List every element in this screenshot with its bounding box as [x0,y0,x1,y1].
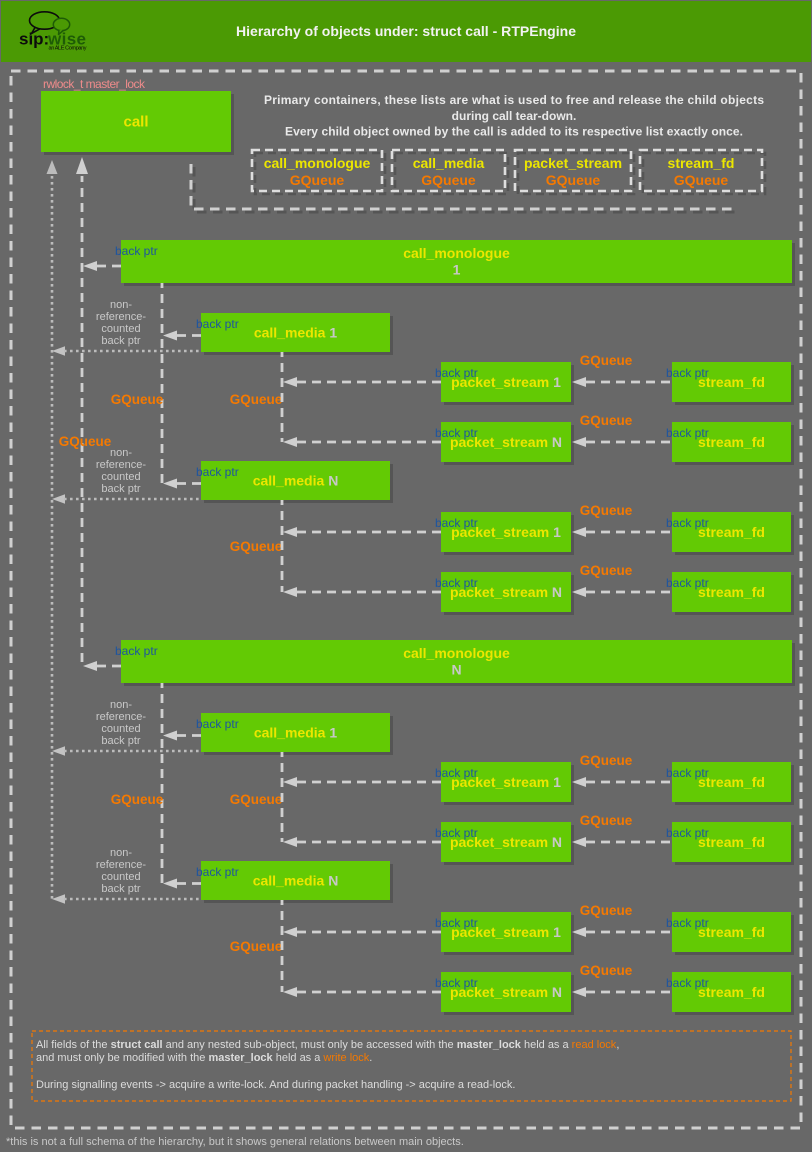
svg-text:packet_stream 1: packet_stream 1 [451,374,561,390]
svg-text:reference-: reference- [96,311,146,323]
svg-text:back ptr: back ptr [101,335,140,347]
svg-text:stream_fd: stream_fd [698,984,765,1000]
svg-text:During signalling events -> ac: During signalling events -> acquire a wr… [36,1079,515,1091]
svg-text:back ptr: back ptr [101,883,140,895]
svg-text:counted: counted [101,323,140,335]
svg-text:stream_fd: stream_fd [698,584,765,600]
svg-text:rwlock_t master_lock: rwlock_t master_lock [43,77,146,91]
svg-text:GQueue: GQueue [230,939,283,954]
svg-text:non-: non- [110,847,132,859]
svg-text:GQueue: GQueue [580,353,633,368]
svg-text:packet_stream N: packet_stream N [450,984,562,1000]
svg-text:call_monologue: call_monologue [264,155,371,171]
svg-text:back ptr: back ptr [196,465,239,479]
svg-text:back ptr: back ptr [115,244,158,258]
svg-text:GQueue: GQueue [230,792,283,807]
svg-text:call_monologue: call_monologue [403,645,510,661]
svg-text:GQueue: GQueue [580,813,633,828]
svg-text:GQueue: GQueue [580,903,633,918]
svg-text:back ptr: back ptr [666,826,709,840]
svg-text:back ptr: back ptr [666,976,709,990]
svg-text:back ptr: back ptr [435,976,478,990]
svg-text:Every child object owned by th: Every child object owned by the call is … [285,125,743,139]
svg-text:back ptr: back ptr [666,576,709,590]
svg-text:and must only be modified with: and must only be modified with the maste… [36,1052,372,1064]
svg-text:stream_fd: stream_fd [698,774,765,790]
svg-text:non-: non- [110,299,132,311]
svg-text:1: 1 [453,262,461,278]
svg-text:back ptr: back ptr [101,735,140,747]
svg-text:stream_fd: stream_fd [698,524,765,540]
svg-text:GQueue: GQueue [580,413,633,428]
svg-text:stream_fd: stream_fd [698,924,765,940]
svg-text:call_media: call_media [413,155,485,171]
svg-text:GQueue: GQueue [111,392,164,407]
svg-text:counted: counted [101,871,140,883]
svg-text:non-: non- [110,699,132,711]
svg-text:N: N [451,662,461,678]
svg-text:reference-: reference- [96,711,146,723]
svg-text:back ptr: back ptr [435,826,478,840]
svg-text:back ptr: back ptr [666,766,709,780]
svg-text:wise: wise [47,30,86,49]
svg-text:stream_fd: stream_fd [698,834,765,850]
svg-text:packet_stream 1: packet_stream 1 [451,774,561,790]
svg-text:back ptr: back ptr [666,426,709,440]
svg-text:Hierarchy of objects under: st: Hierarchy of objects under: struct call … [236,23,576,39]
svg-text:packet_stream 1: packet_stream 1 [451,524,561,540]
svg-text:call_media 1: call_media 1 [254,725,338,741]
svg-text:during call tear-down.: during call tear-down. [452,109,577,123]
svg-text:back ptr: back ptr [666,916,709,930]
svg-text:GQueue: GQueue [580,753,633,768]
svg-text:back ptr: back ptr [196,717,239,731]
svg-text:GQueue: GQueue [546,172,601,188]
svg-text:back ptr: back ptr [666,516,709,530]
svg-text:back ptr: back ptr [666,366,709,380]
svg-text:*this is not a full schema of: *this is not a full schema of the hierar… [6,1136,464,1148]
svg-text:back ptr: back ptr [435,516,478,530]
svg-text:counted: counted [101,471,140,483]
svg-text:GQueue: GQueue [580,503,633,518]
svg-text:GQueue: GQueue [59,434,112,449]
svg-text:back ptr: back ptr [435,576,478,590]
svg-text:GQueue: GQueue [674,172,729,188]
svg-text:back ptr: back ptr [435,766,478,780]
svg-text:GQueue: GQueue [111,792,164,807]
svg-text:GQueue: GQueue [421,172,476,188]
svg-text:back ptr: back ptr [101,483,140,495]
svg-text:reference-: reference- [96,859,146,871]
svg-text:GQueue: GQueue [290,172,345,188]
svg-text:sip:: sip: [19,30,49,49]
svg-text:counted: counted [101,723,140,735]
svg-text:back ptr: back ptr [435,366,478,380]
svg-text:packet_stream: packet_stream [524,155,622,171]
svg-text:call_media 1: call_media 1 [254,325,338,341]
svg-text:GQueue: GQueue [230,539,283,554]
svg-text:stream_fd: stream_fd [668,155,735,171]
svg-text:back ptr: back ptr [435,426,478,440]
svg-text:GQueue: GQueue [230,392,283,407]
svg-text:GQueue: GQueue [580,963,633,978]
svg-text:All fields of the struct call: All fields of the struct call and any ne… [36,1039,619,1051]
svg-text:call_monologue: call_monologue [403,245,510,261]
svg-text:back ptr: back ptr [115,644,158,658]
svg-text:packet_stream N: packet_stream N [450,834,562,850]
svg-text:reference-: reference- [96,459,146,471]
svg-text:GQueue: GQueue [580,563,633,578]
svg-text:non-: non- [110,447,132,459]
svg-text:an ALE Company: an ALE Company [49,46,87,52]
svg-text:stream_fd: stream_fd [698,434,765,450]
svg-text:Primary containers, these list: Primary containers, these lists are what… [264,93,764,107]
svg-text:call_media N: call_media N [253,473,339,489]
svg-text:packet_stream N: packet_stream N [450,434,562,450]
svg-text:stream_fd: stream_fd [698,374,765,390]
svg-text:back ptr: back ptr [435,916,478,930]
svg-text:back ptr: back ptr [196,865,239,879]
svg-text:call_media N: call_media N [253,873,339,889]
svg-text:back ptr: back ptr [196,317,239,331]
svg-text:packet_stream N: packet_stream N [450,584,562,600]
svg-text:packet_stream 1: packet_stream 1 [451,924,561,940]
svg-text:call: call [123,114,148,131]
